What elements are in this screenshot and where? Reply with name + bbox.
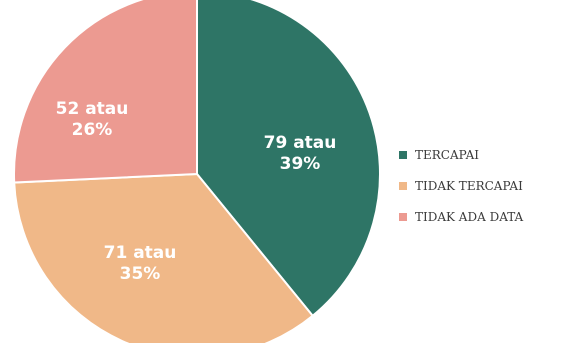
pie-slice-tidak-ada-data: [13, 0, 198, 184]
legend: TERCAPAI TIDAK TERCAPAI TIDAK ADA DATA: [399, 139, 523, 232]
legend-item-tercapai: TERCAPAI: [399, 139, 523, 170]
legend-swatch-tercapai: [399, 150, 407, 159]
data-label-tercapai-line-2: 39%: [280, 154, 321, 174]
data-label-tidak-ada-data: 52 atau 26%: [56, 99, 129, 140]
data-label-tidak-tercapai-line-2: 35%: [120, 264, 161, 284]
pie-slice-tercapai: [196, 0, 381, 318]
legend-label-tidak-tercapai: TIDAK TERCAPAI: [415, 178, 523, 193]
legend-label-tidak-ada-data: TIDAK ADA DATA: [415, 209, 524, 224]
data-label-tercapai-line-1: 79 atau: [264, 133, 337, 153]
legend-label-tercapai: TERCAPAI: [415, 147, 480, 162]
data-label-tidak-tercapai-line-1: 71 atau: [104, 243, 177, 263]
data-label-tidak-ada-data-line-1: 52 atau: [56, 99, 129, 119]
data-label-tercapai: 79 atau 39%: [264, 133, 337, 174]
legend-item-tidak-tercapai: TIDAK TERCAPAI: [399, 170, 523, 201]
legend-swatch-tidak-tercapai: [399, 181, 407, 190]
data-label-tidak-tercapai: 71 atau 35%: [104, 243, 177, 284]
legend-swatch-tidak-ada-data: [399, 212, 407, 221]
legend-item-tidak-ada-data: TIDAK ADA DATA: [399, 201, 523, 232]
data-label-tidak-ada-data-line-2: 26%: [72, 120, 113, 140]
